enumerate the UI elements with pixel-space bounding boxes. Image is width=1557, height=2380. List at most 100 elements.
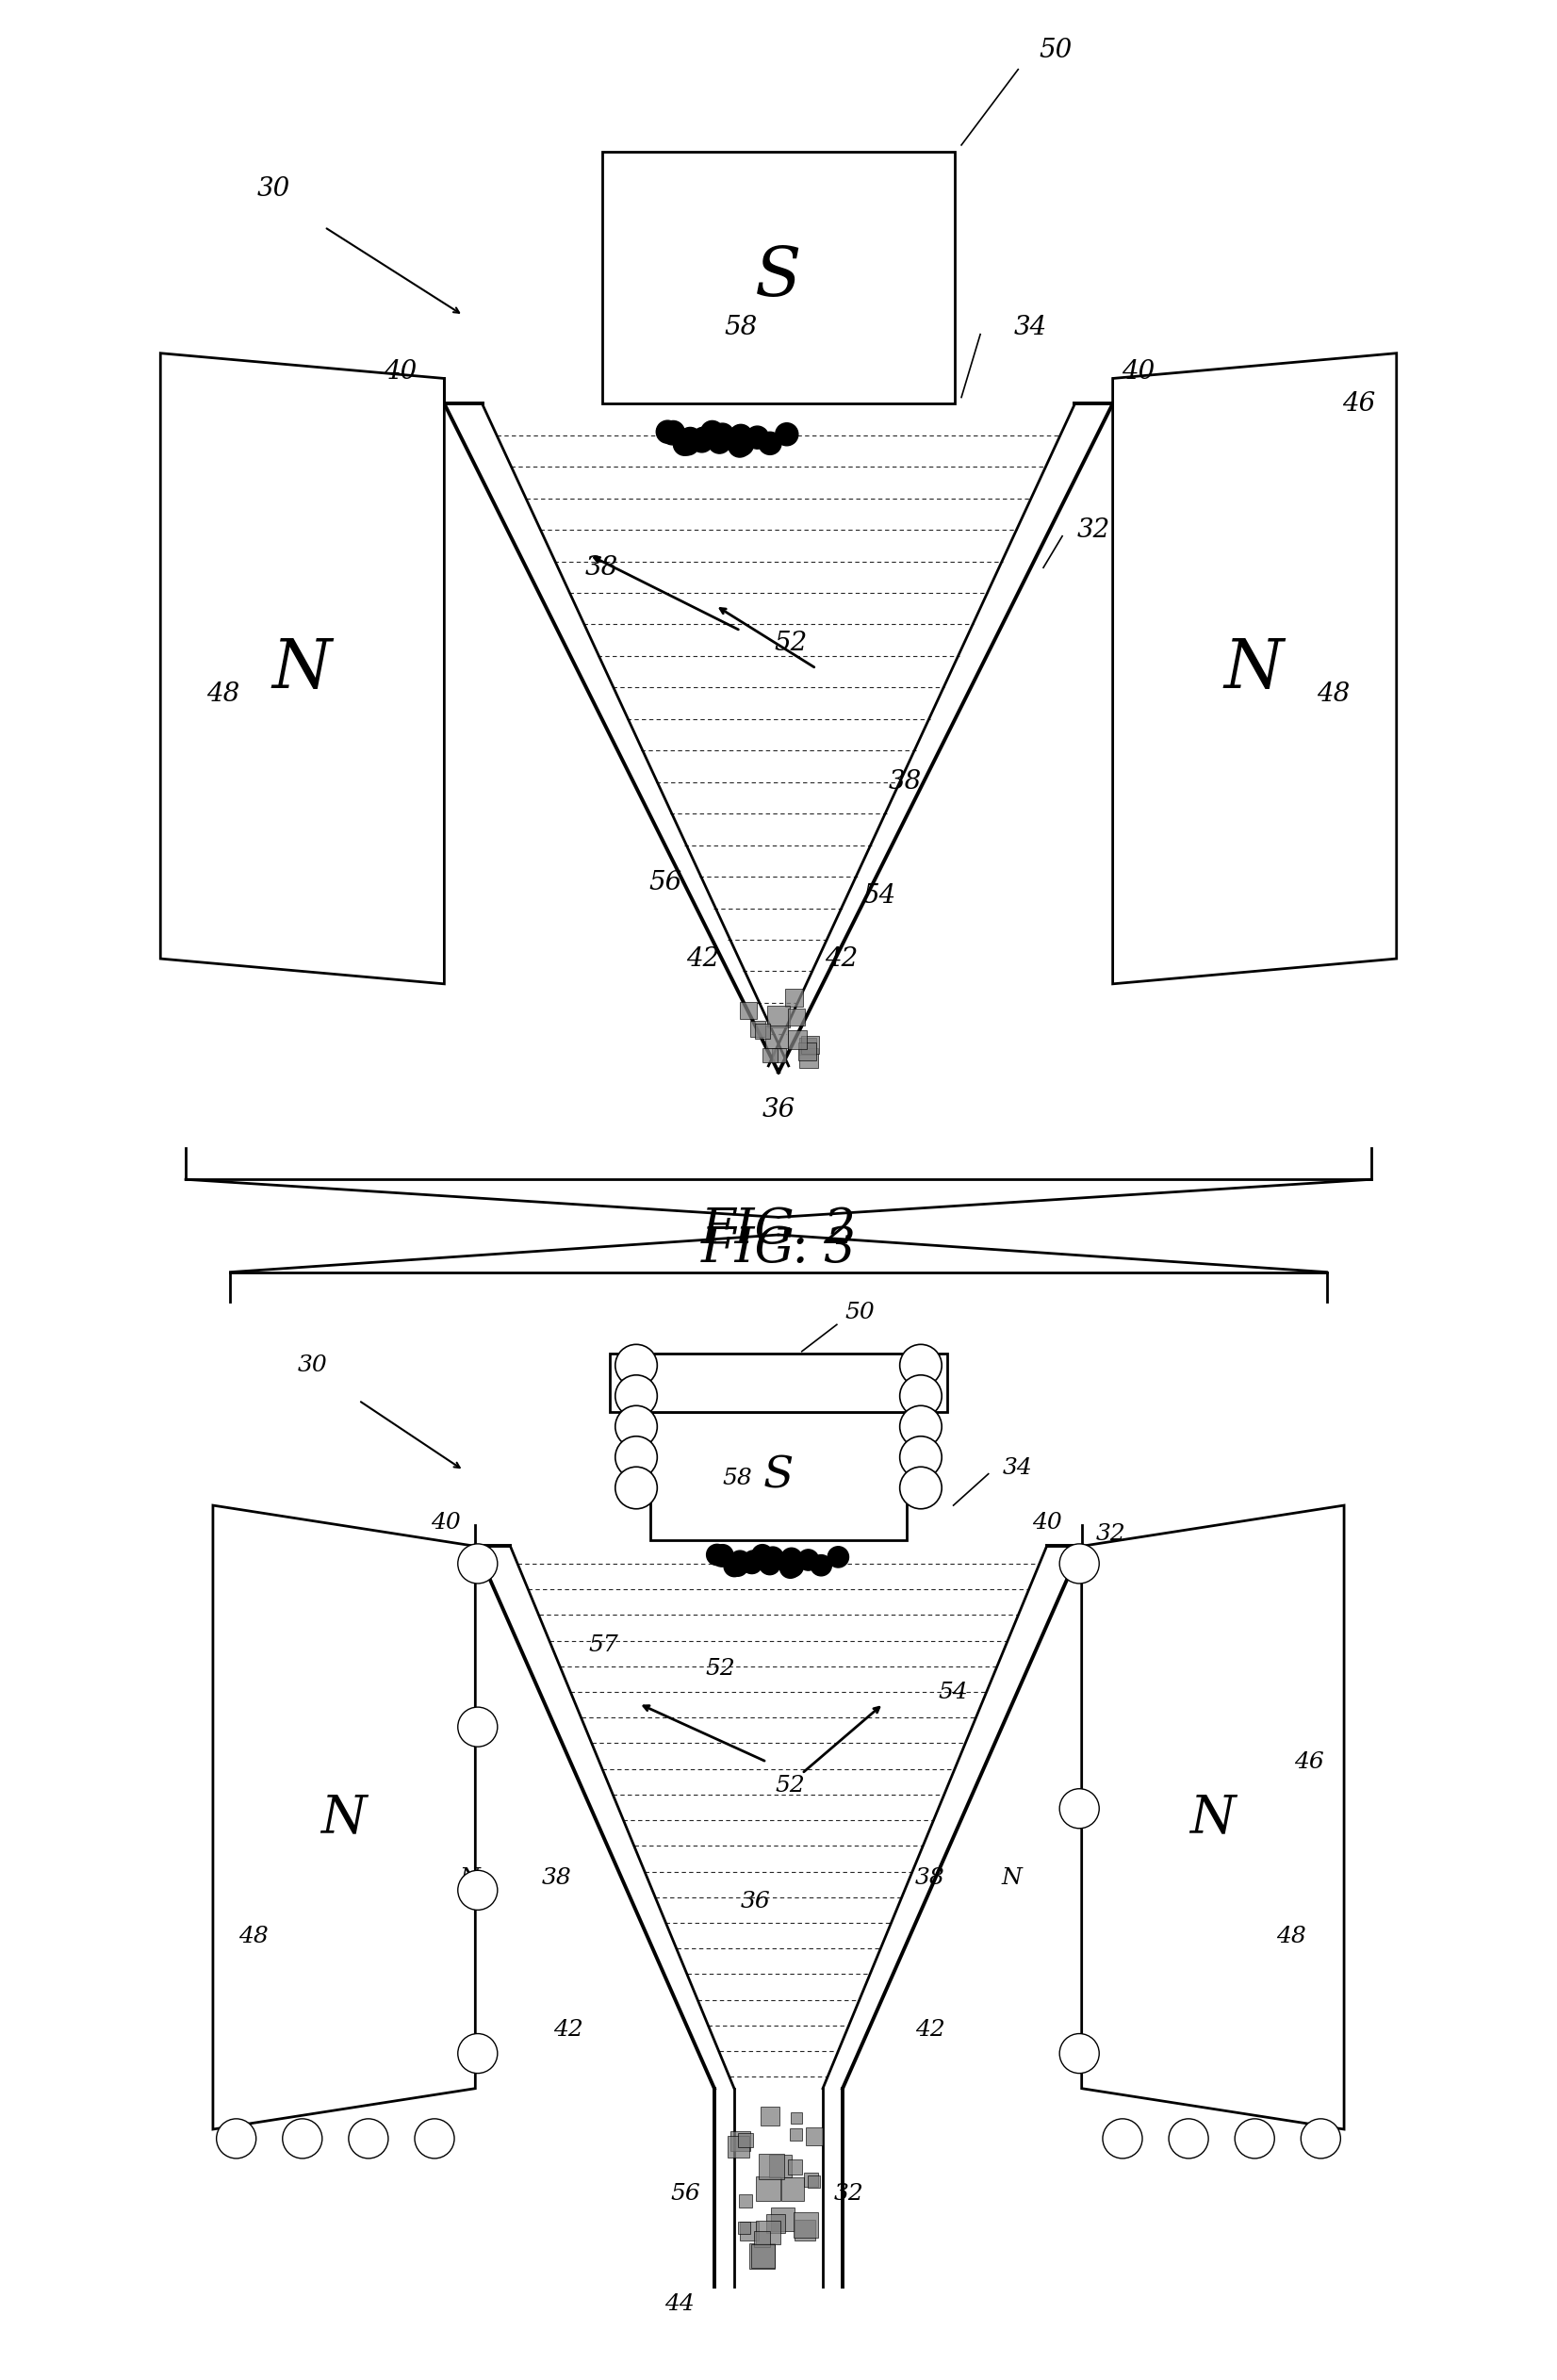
Text: 52: 52 [775,1775,805,1797]
Text: N: N [1190,1792,1235,1844]
Text: 34: 34 [1014,314,1048,340]
Bar [730,2130,750,2152]
Bar [755,1023,771,1038]
Bar [788,1031,807,1050]
Circle shape [707,1545,727,1566]
Circle shape [1302,2118,1341,2159]
Text: 58: 58 [722,1468,752,1490]
Circle shape [615,1345,657,1388]
Bar [740,1002,757,1019]
Circle shape [673,433,696,455]
Text: N: N [272,635,332,702]
Circle shape [615,1435,657,1478]
Circle shape [782,1557,803,1578]
Circle shape [458,1545,498,1583]
Bar [749,2244,775,2268]
Text: 46: 46 [1342,390,1375,416]
Polygon shape [1113,352,1397,983]
Text: 42: 42 [825,945,858,971]
Circle shape [729,436,750,457]
Bar [727,2135,749,2159]
Circle shape [782,1547,802,1568]
Text: 40: 40 [1121,359,1155,386]
Text: FIG. 2: FIG. 2 [701,1207,856,1254]
Text: 32: 32 [1077,516,1110,543]
Bar [805,2128,824,2144]
Circle shape [730,1552,750,1571]
Circle shape [414,2118,455,2159]
Text: 30: 30 [297,1354,327,1376]
Text: 50: 50 [1040,38,1073,64]
Text: 38: 38 [887,769,922,795]
Circle shape [1059,1790,1099,1828]
Circle shape [679,428,702,450]
Bar [757,2175,780,2202]
Text: 42: 42 [916,2018,945,2042]
Circle shape [1102,2118,1143,2159]
Bar [802,1035,819,1054]
Text: N: N [459,1868,480,1890]
Circle shape [763,1547,783,1568]
Text: 54: 54 [863,883,895,909]
Text: 52: 52 [705,1659,735,1680]
Bar [768,1007,789,1028]
Text: 48: 48 [207,681,240,707]
Circle shape [1059,2033,1099,2073]
Text: FIG. 3: FIG. 3 [701,1226,856,1273]
Text: 42: 42 [687,945,719,971]
Bar [603,152,954,405]
Circle shape [727,1554,749,1576]
Circle shape [712,1545,733,1566]
Bar [799,1038,816,1054]
Bar [750,2244,775,2268]
Bar [740,2223,758,2240]
Text: 42: 42 [554,2018,584,2042]
Circle shape [758,431,782,455]
Text: 56: 56 [648,871,682,895]
Circle shape [712,1545,732,1566]
Circle shape [458,2033,498,2073]
Circle shape [712,424,733,445]
Bar [738,2132,752,2147]
Circle shape [615,1376,657,1416]
Bar [772,1047,786,1061]
Circle shape [708,431,730,455]
Circle shape [811,1554,831,1576]
Bar [763,1047,777,1061]
Circle shape [349,2118,388,2159]
Circle shape [1059,1545,1099,1583]
Circle shape [828,1547,849,1568]
Text: 57: 57 [589,1635,618,1656]
Circle shape [741,1552,763,1573]
Circle shape [691,428,715,450]
Circle shape [900,1407,942,1447]
Bar [808,2175,819,2187]
Bar [788,2159,802,2175]
Bar [799,1042,816,1059]
Bar [782,2178,803,2202]
Circle shape [282,2118,322,2159]
Circle shape [615,1407,657,1447]
Circle shape [458,1871,498,1911]
Text: 36: 36 [740,1892,771,1914]
Text: S: S [763,1454,794,1497]
Bar [785,988,803,1007]
Text: 54: 54 [939,1680,968,1702]
Circle shape [900,1466,942,1509]
Circle shape [797,1549,819,1571]
Text: 38: 38 [542,1868,571,1890]
Circle shape [724,1557,744,1576]
Bar [760,2106,780,2125]
Circle shape [690,431,713,452]
Circle shape [662,421,684,445]
Bar [609,1354,948,1411]
Circle shape [701,421,724,443]
Text: N: N [1001,1868,1021,1890]
Bar [799,1050,819,1069]
Circle shape [655,421,679,443]
Bar [769,2154,793,2178]
Circle shape [746,426,769,450]
Polygon shape [160,352,444,983]
Circle shape [900,1376,942,1416]
Text: 46: 46 [1294,1752,1323,1773]
